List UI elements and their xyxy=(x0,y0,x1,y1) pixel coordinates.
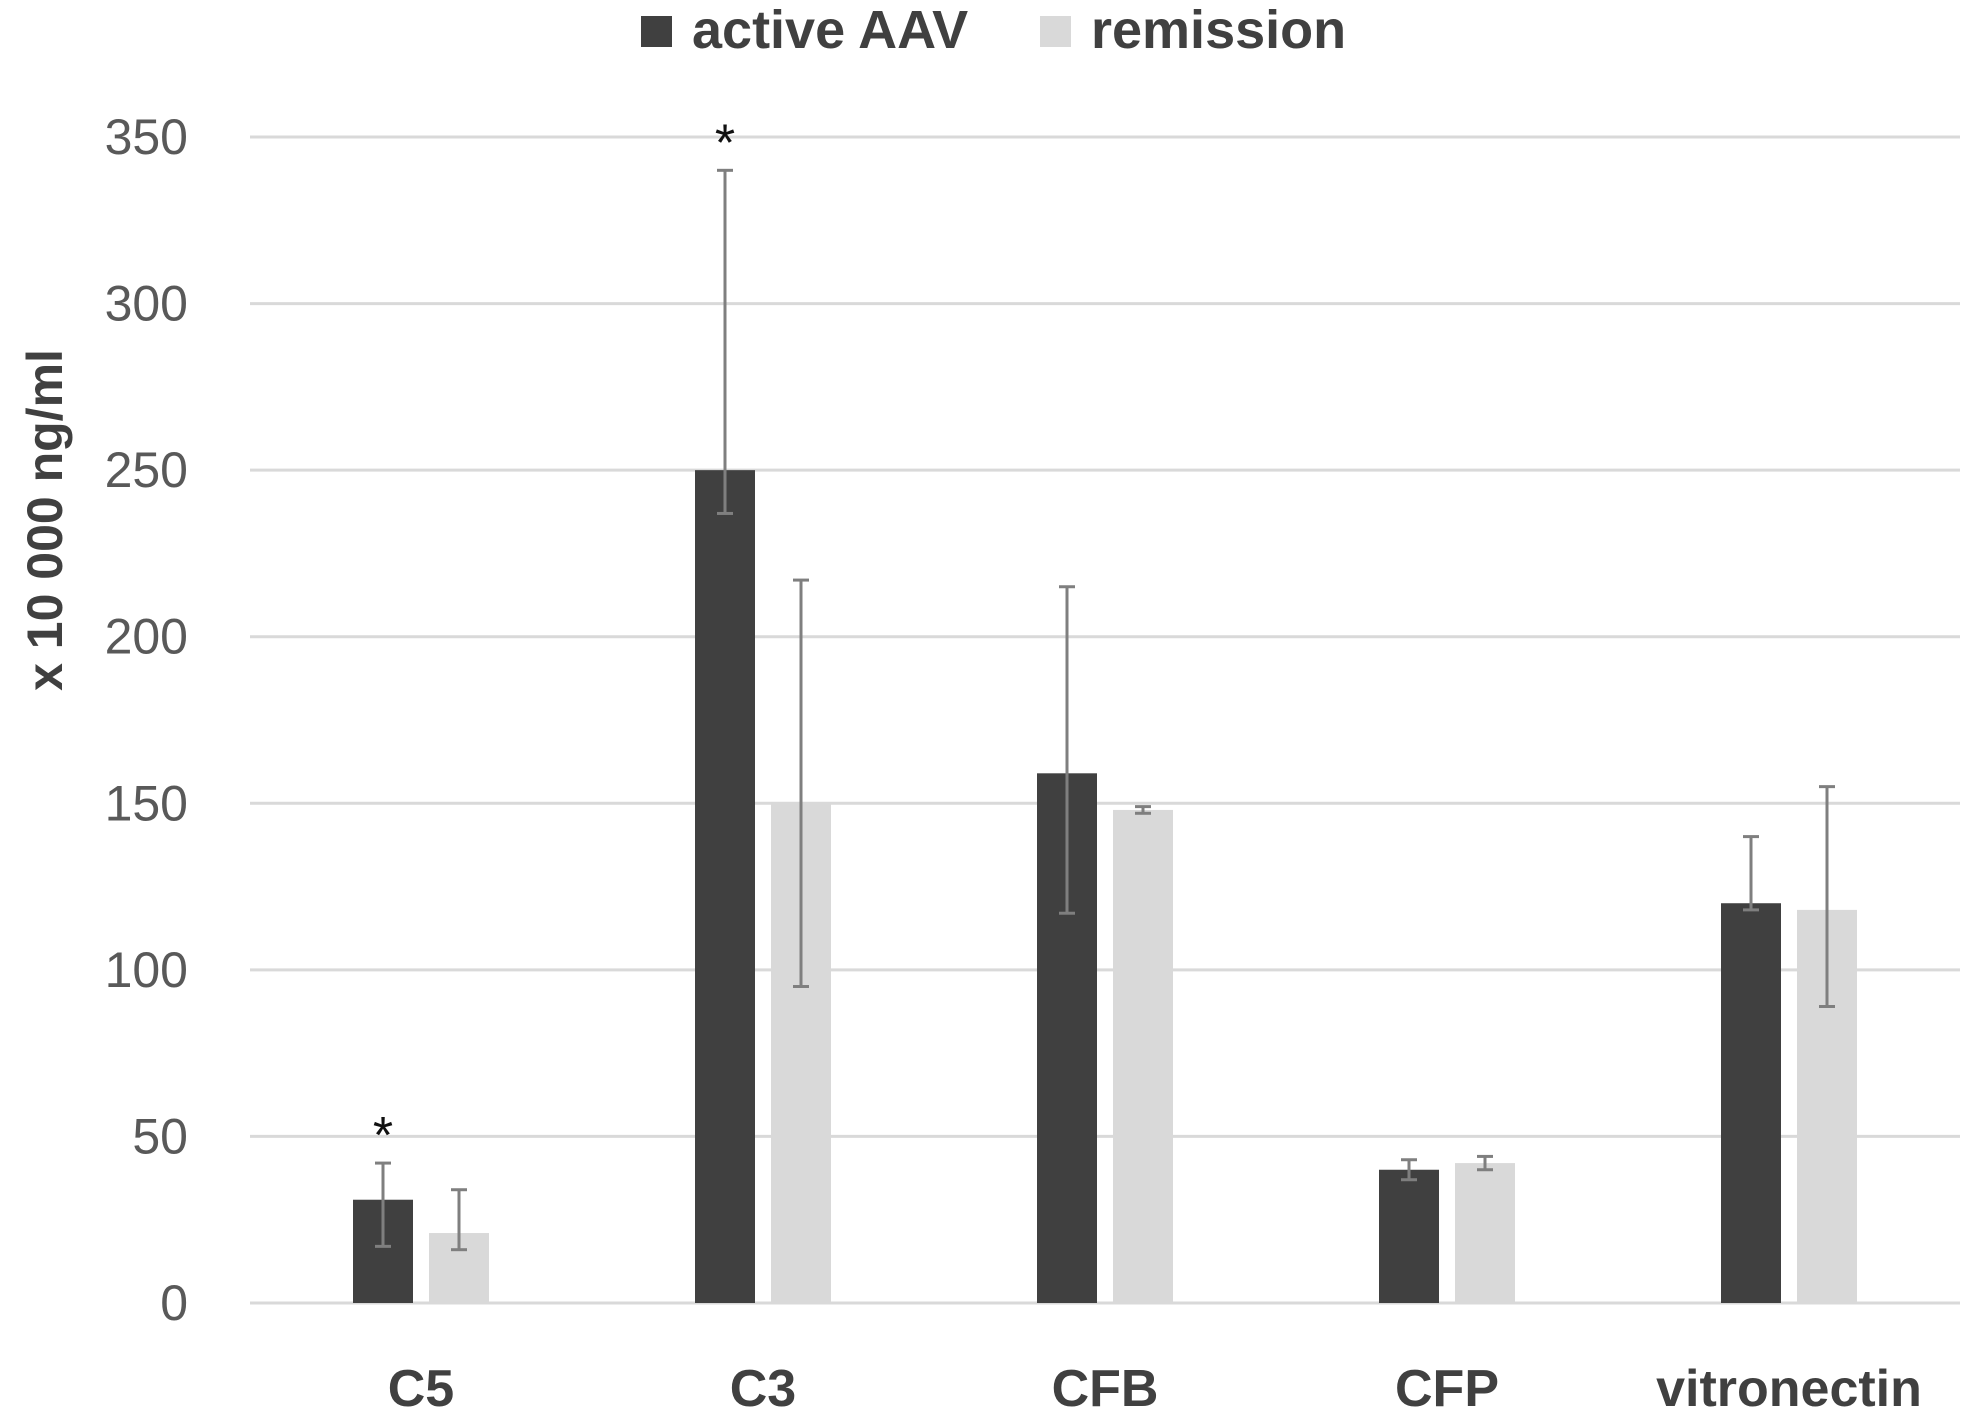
x-category-label: C3 xyxy=(730,1360,796,1418)
bar xyxy=(1721,903,1781,1303)
legend: active AAV remission xyxy=(641,0,1346,60)
significance-marker: * xyxy=(715,114,735,172)
y-tick-label: 200 xyxy=(105,609,188,665)
legend-label: remission xyxy=(1091,0,1346,60)
legend-swatch xyxy=(1040,16,1071,47)
significance-marker: * xyxy=(373,1107,393,1165)
y-tick-label: 150 xyxy=(105,775,188,831)
x-axis-categories: C5 C3 CFB CFP vitronectin xyxy=(388,1360,1922,1418)
x-category-label: C5 xyxy=(388,1360,454,1418)
y-axis-ticks: 0 50 100 150 200 250 300 350 xyxy=(105,109,188,1331)
legend-swatch xyxy=(641,16,672,47)
x-category-label: vitronectin xyxy=(1656,1360,1922,1418)
y-tick-label: 50 xyxy=(132,1108,188,1164)
y-tick-label: 350 xyxy=(105,109,188,165)
bar xyxy=(1379,1169,1439,1303)
x-category-label: CFB xyxy=(1052,1360,1159,1418)
gridlines xyxy=(250,135,1960,1305)
legend-label: active AAV xyxy=(692,0,968,60)
bar xyxy=(695,470,755,1304)
bar xyxy=(1455,1163,1515,1303)
y-tick-label: 0 xyxy=(160,1275,188,1331)
y-axis-label: x 10 000 ng/ml xyxy=(17,349,73,691)
error-bars xyxy=(375,168,1835,1252)
bar xyxy=(1113,809,1173,1303)
bars xyxy=(353,470,1857,1304)
annotations: ** xyxy=(373,114,735,1165)
y-tick-label: 100 xyxy=(105,942,188,998)
y-tick-label: 300 xyxy=(105,276,188,332)
y-tick-label: 250 xyxy=(105,442,188,498)
x-category-label: CFP xyxy=(1395,1360,1499,1418)
